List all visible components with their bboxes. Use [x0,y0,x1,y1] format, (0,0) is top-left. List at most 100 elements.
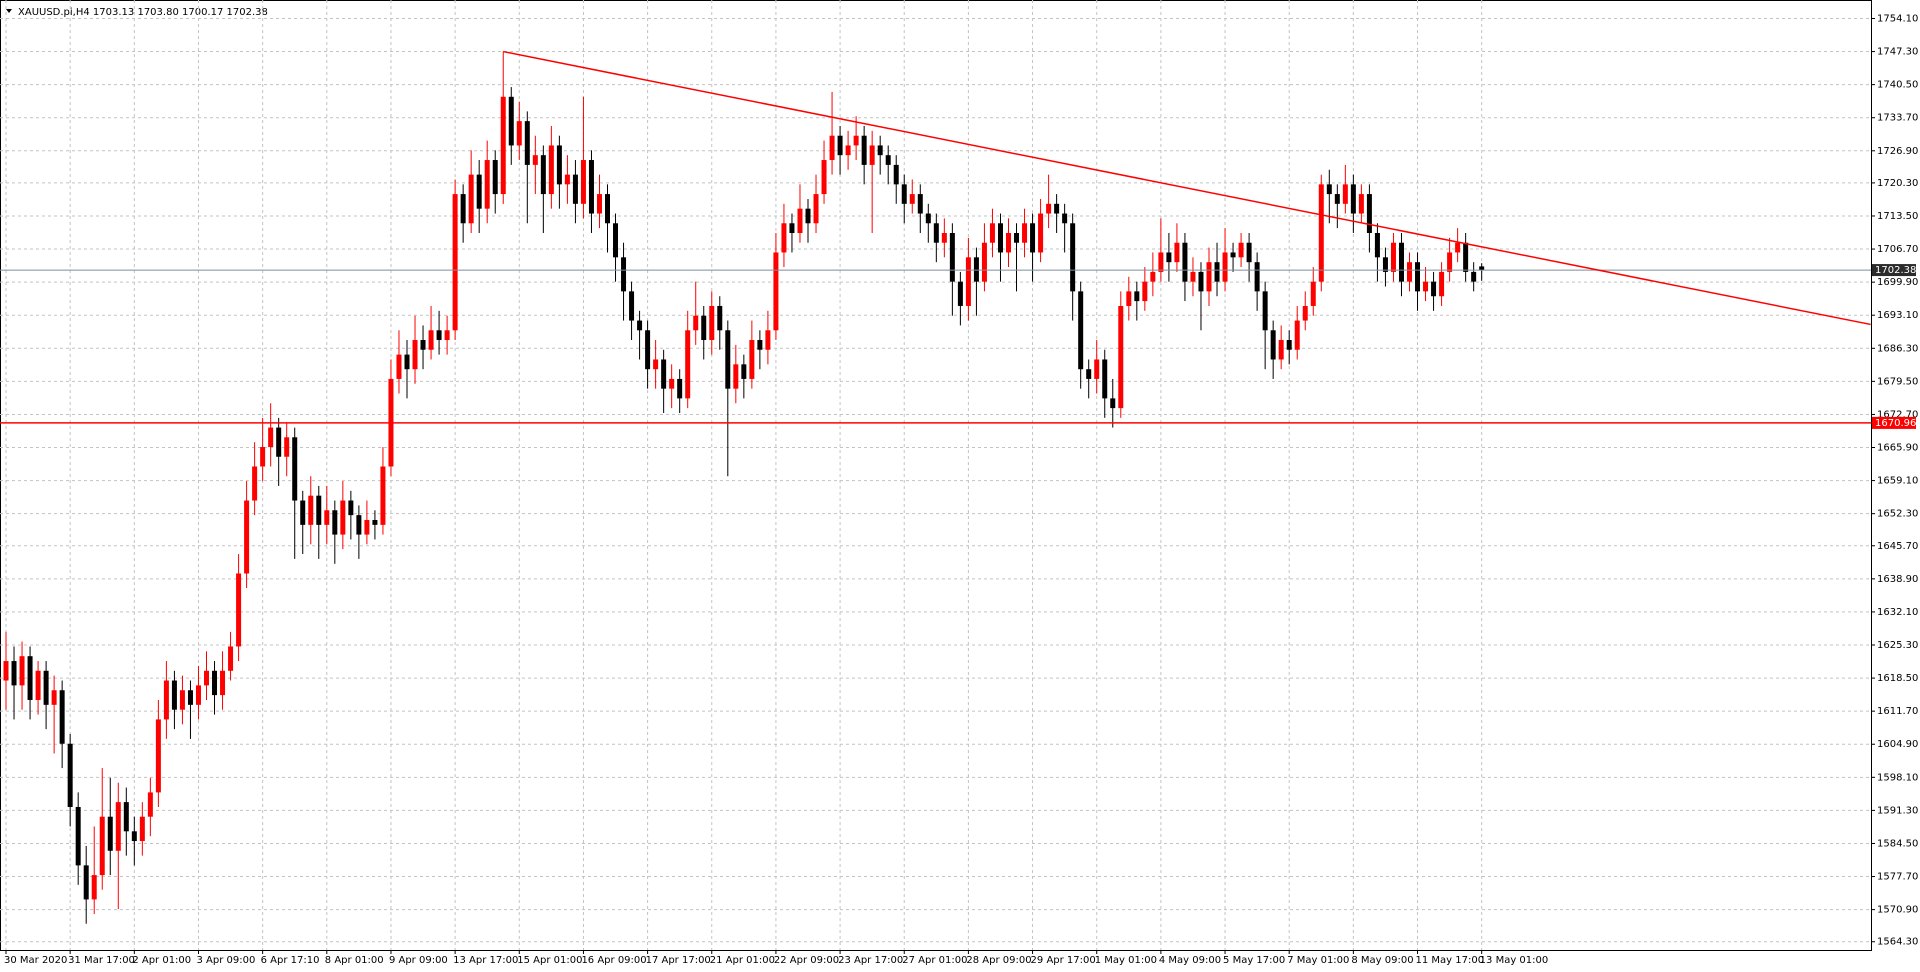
candle-body [123,802,129,832]
candle-body [917,194,923,214]
candle-body [27,656,33,700]
candle-body [893,164,899,185]
candle-body [572,174,578,204]
candle-body [260,447,266,467]
plot-frame [0,0,1872,951]
y-tick-label: 1693.10 [1877,310,1918,321]
candle-body [1326,184,1332,195]
candle-body [605,194,610,224]
candle-body [709,305,715,341]
candle-body [107,816,113,851]
candle-body [1118,305,1124,409]
candle-body [981,242,987,282]
candle-body [492,160,498,195]
candle-body [1078,291,1084,370]
x-tick-label: 8 May 09:00 [1351,955,1413,966]
x-tick-label: 8 Apr 01:00 [325,955,384,966]
x-tick-label: 21 Apr 01:00 [710,955,775,966]
candle-body [59,690,65,744]
candle-body [637,320,643,331]
candle-body [51,690,57,705]
candle-body [1174,242,1180,263]
candle-body [163,680,169,720]
candle-body [268,427,274,448]
candle-body [1166,252,1172,263]
candle-body [997,223,1003,253]
candle-body [773,252,779,331]
support-label: 1670.96 [1875,418,1916,429]
candle-body [957,281,963,306]
candle-body [901,184,907,204]
y-tick-label: 1611.70 [1877,706,1918,717]
x-tick-label: 1 May 01:00 [1095,955,1157,966]
candle-body [717,305,723,331]
candle-body [813,194,819,224]
candle-body [1238,242,1244,258]
candle-body [580,160,586,204]
candle-body [1158,252,1164,272]
candle-body [508,96,514,146]
x-tick-label: 31 Mar 17:00 [68,955,135,966]
candle-body [1006,233,1011,253]
candle-body [500,96,506,195]
y-tick-label: 1740.50 [1877,80,1918,91]
candle-body [933,223,939,243]
x-tick-label: 28 Apr 09:00 [966,955,1031,966]
x-tick-label: 6 Apr 17:10 [261,955,320,966]
candle-body [252,466,258,501]
x-tick-label: 17 Apr 17:00 [646,955,711,966]
candle-body [484,160,490,209]
candle-body [1022,223,1028,243]
candle-body [204,670,209,686]
candle-body [1463,242,1469,272]
candle-body [131,831,137,842]
candle-body [1262,291,1268,331]
candle-body [420,340,426,350]
candle-body [989,223,995,243]
candle-body [1398,242,1404,282]
candle-body [1342,184,1348,204]
candle-body [1086,369,1092,379]
y-tick-label: 1665.90 [1877,443,1918,454]
candle-body [428,330,434,350]
candle-body [220,670,226,696]
candle-body [1302,305,1308,321]
candle-body [1294,320,1300,350]
y-tick-label: 1645.70 [1877,541,1918,552]
candle-body [564,174,570,185]
y-tick-label: 1638.90 [1877,574,1918,585]
candle-body [1310,281,1316,306]
candle-body [1134,291,1140,302]
candle-body [965,257,971,306]
y-tick-label: 1726.90 [1877,146,1918,157]
x-tick-label: 2 Apr 01:00 [132,955,191,966]
x-tick-label: 13 Apr 17:00 [453,955,518,966]
candle-body [685,330,691,399]
candle-body [797,208,803,234]
x-tick-label: 23 Apr 17:00 [838,955,903,966]
candle-body [973,257,979,282]
y-tick-label: 1754.10 [1877,13,1918,24]
candle-body [1318,184,1324,282]
candle-body [1198,271,1204,292]
candle-body [147,792,153,817]
candle-body [1182,242,1188,282]
candle-body [83,865,89,900]
candle-body [540,155,546,195]
candle-body [556,145,562,185]
candle-body [1110,398,1116,409]
candle-body [1390,242,1396,272]
candle-body [468,174,474,224]
candle-body [1038,213,1044,253]
support-box [1872,416,1916,429]
symbol-menu-icon[interactable] [6,9,12,13]
candle-body [861,135,867,165]
x-tick-label: 15 Apr 01:00 [517,955,582,966]
candle-body [941,233,947,243]
candle-body [67,743,73,807]
candle-body [885,155,891,165]
candle-body [909,194,915,204]
candle-body [187,690,193,705]
candle-body [1415,262,1421,292]
